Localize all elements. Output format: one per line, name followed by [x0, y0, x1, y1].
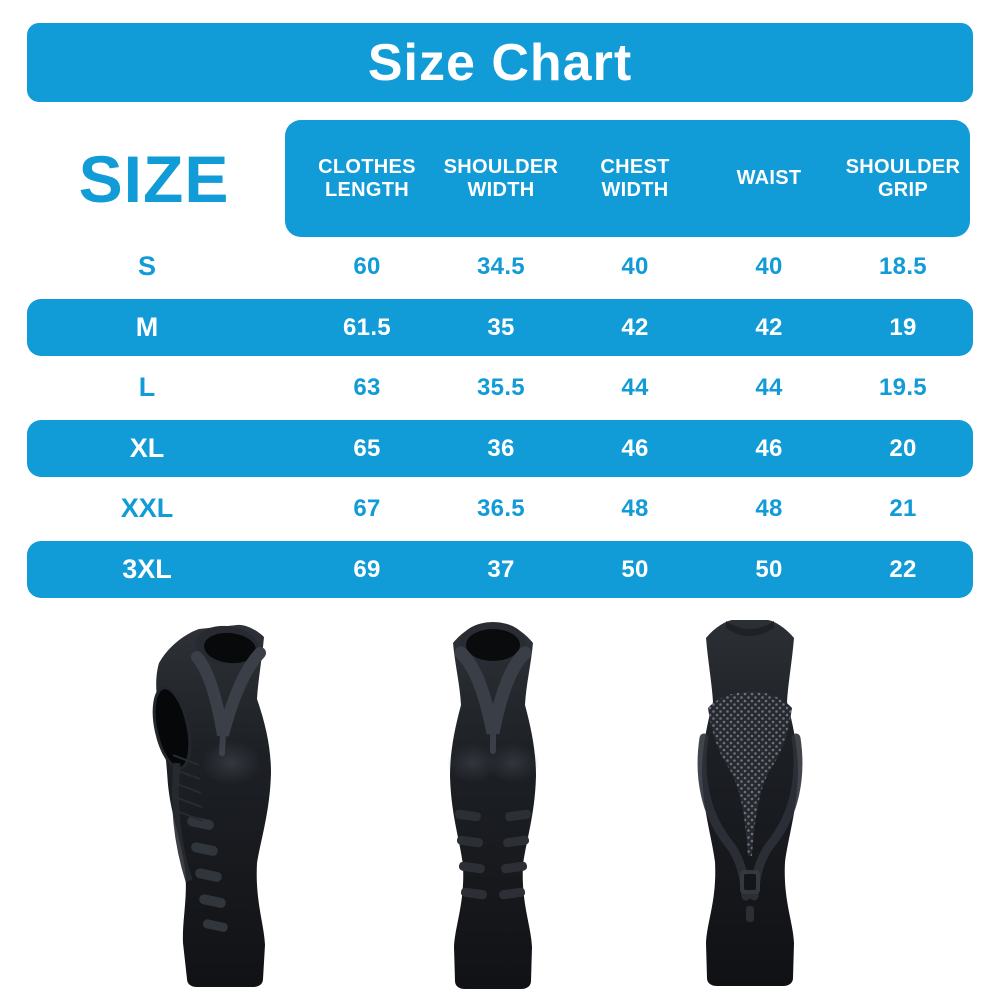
value-cell: 35.5	[477, 373, 525, 401]
table-row-3xl: 3XL 69 37 50 50 22	[27, 541, 973, 598]
value-cell: 67	[353, 494, 381, 522]
column-header-shoulder-width: SHOULDER WIDTH	[443, 155, 559, 201]
side-seam	[172, 762, 193, 883]
table-row-s: S 60 34.5 40 40 18.5	[27, 238, 973, 295]
column-header-shoulder-grip: SHOULDER GRIP	[845, 155, 961, 201]
product-images-row	[0, 605, 1000, 1000]
vest-back-image	[697, 620, 803, 986]
side-rib-bars	[454, 809, 532, 900]
value-cell: 22	[889, 555, 917, 583]
vest-front-angled-image	[152, 624, 271, 987]
value-cell: 18.5	[879, 252, 927, 280]
collar-opening	[466, 629, 520, 661]
value-cell: 61.5	[343, 313, 391, 341]
value-cell: 50	[621, 555, 649, 583]
value-cell: 19	[889, 313, 917, 341]
size-cell: XL	[129, 433, 165, 463]
value-cell: 48	[755, 494, 783, 522]
row-values: 69 37 50 50 22	[300, 556, 970, 584]
size-cell: XXL	[120, 493, 174, 523]
spine-ornament-inner	[744, 874, 756, 890]
row-values: 65 36 46 46 20	[300, 435, 970, 463]
column-header-chest-width: CHEST WIDTH	[600, 155, 670, 201]
side-panel-texture	[172, 754, 204, 822]
value-cell: 60	[353, 252, 381, 280]
mesh-panel-dots	[708, 691, 792, 856]
size-cell: 3XL	[122, 554, 172, 584]
value-cell: 36	[487, 434, 515, 462]
value-cell: 46	[755, 434, 783, 462]
row-values: 60 34.5 40 40 18.5	[300, 253, 970, 281]
size-column-title: SIZE	[78, 141, 230, 216]
size-cell: S	[137, 251, 156, 281]
chest-sheen-left	[447, 743, 499, 783]
collar-opening	[204, 632, 256, 664]
value-cell: 34.5	[477, 252, 525, 280]
row-values: 67 36.5 48 48 21	[300, 495, 970, 523]
value-cell: 40	[755, 252, 783, 280]
value-cell: 69	[353, 555, 381, 583]
column-header-clothes-length: CLOTHES LENGTH	[318, 155, 416, 201]
value-cell: 42	[755, 313, 783, 341]
value-cell: 44	[755, 373, 783, 401]
size-cell: M	[135, 312, 159, 342]
page-title: Size Chart	[367, 33, 633, 92]
size-cell: L	[138, 372, 156, 402]
collar-band	[726, 621, 774, 636]
value-cell: 20	[889, 434, 917, 462]
table-row-m: M 61.5 35 42 42 19	[27, 299, 973, 356]
value-cell: 35	[487, 313, 515, 341]
value-cell: 19.5	[879, 373, 927, 401]
vest-front-image	[447, 622, 539, 989]
value-cell: 50	[755, 555, 783, 583]
value-cell: 21	[889, 494, 917, 522]
value-cell: 48	[621, 494, 649, 522]
chest-sheen-right	[487, 743, 539, 783]
table-header: CLOTHES LENGTH SHOULDER WIDTH CHEST WIDT…	[285, 120, 970, 237]
table-row-xl: XL 65 36 46 46 20	[27, 420, 973, 477]
row-values: 63 35.5 44 44 19.5	[300, 374, 970, 402]
title-banner: Size Chart	[27, 23, 973, 102]
column-header-waist: WAIST	[736, 167, 802, 189]
value-cell: 36.5	[477, 494, 525, 522]
value-cell: 37	[487, 555, 515, 583]
vest-body	[450, 626, 536, 989]
row-values: 61.5 35 42 42 19	[300, 314, 970, 342]
side-rib-bars	[187, 816, 228, 932]
value-cell: 42	[621, 313, 649, 341]
value-cell: 63	[353, 373, 381, 401]
value-cell: 40	[621, 252, 649, 280]
value-cell: 65	[353, 434, 381, 462]
chest-sheen	[201, 741, 261, 785]
table-row-l: L 63 35.5 44 44 19.5	[27, 359, 973, 416]
spine-tab	[746, 906, 754, 922]
value-cell: 46	[621, 434, 649, 462]
table-row-xxl: XXL 67 36.5 48 48 21	[27, 480, 973, 537]
armhole-opening	[152, 686, 192, 770]
value-cell: 44	[621, 373, 649, 401]
